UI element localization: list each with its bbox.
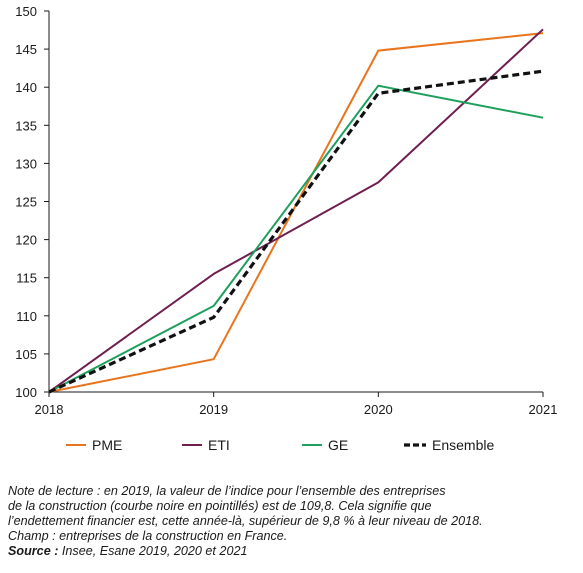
x-tick-label: 2020 xyxy=(364,402,393,417)
chart-axes xyxy=(48,11,543,393)
y-tick-label: 135 xyxy=(15,118,37,133)
y-tick-label: 115 xyxy=(16,271,37,286)
y-tick-label: 145 xyxy=(15,42,37,57)
x-tick-label: 2018 xyxy=(35,402,64,417)
series-line-ge xyxy=(48,84,544,393)
y-tick-label: 120 xyxy=(15,233,37,248)
source-text: Insee, Esane 2019, 2020 et 2021 xyxy=(58,544,248,558)
legend-label-pme: PME xyxy=(92,437,122,453)
note-line-2: de la construction (courbe noire en poin… xyxy=(8,499,432,513)
x-tick-label: 2021 xyxy=(529,402,558,417)
source-line: Source : Insee, Esane 2019, 2020 et 2021 xyxy=(8,544,578,559)
series-line-eti xyxy=(48,28,544,393)
y-axis-ticks: 100 105 110 115 120 125 130 135 140 145 150 xyxy=(15,4,49,400)
legend-label-ensemble: Ensemble xyxy=(432,437,494,453)
y-tick-label: 100 xyxy=(15,385,37,400)
series-line-ensemble xyxy=(48,69,544,394)
note-line-1: Note de lecture : en 2019, la valeur de … xyxy=(8,484,446,498)
legend: PME ETI GE Ensemble xyxy=(66,437,494,453)
y-tick-label: 150 xyxy=(15,4,37,19)
legend-label-eti: ETI xyxy=(208,437,230,453)
y-tick-label: 130 xyxy=(15,156,37,171)
legend-label-ge: GE xyxy=(328,437,348,453)
series-lines xyxy=(48,28,544,394)
chart-notes: Note de lecture : en 2019, la valeur de … xyxy=(8,484,578,559)
y-tick-label: 125 xyxy=(15,195,37,210)
y-tick-label: 110 xyxy=(16,309,37,324)
x-tick-label: 2019 xyxy=(199,402,228,417)
x-axis-ticks: 2018 2019 2020 2021 xyxy=(35,392,558,417)
y-tick-label: 140 xyxy=(15,80,37,95)
y-tick-label: 105 xyxy=(15,347,37,362)
note-line-4: Champ : entreprises de la construction e… xyxy=(8,529,288,543)
source-label: Source : xyxy=(8,544,59,558)
note-line-3: l’endettement financier est, cette année… xyxy=(8,514,483,528)
